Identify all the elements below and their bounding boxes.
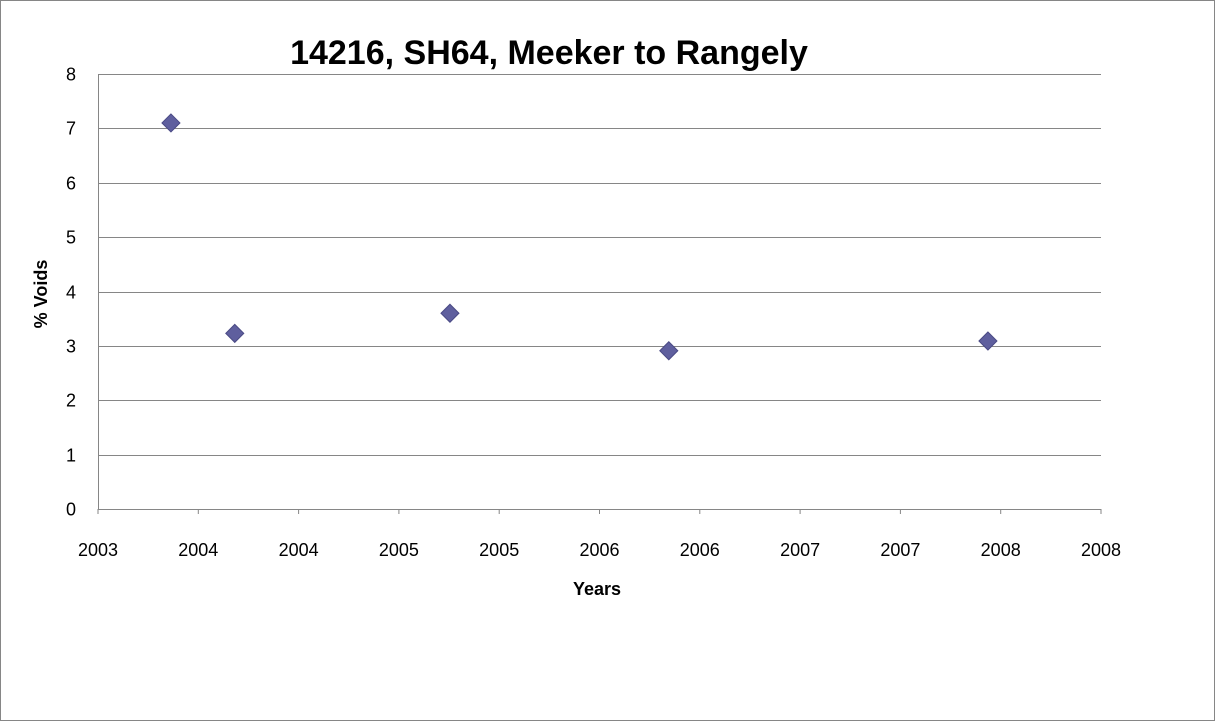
data-point <box>978 331 998 351</box>
x-axis-label: Years <box>573 579 621 599</box>
y-axis-label: % Voids <box>31 260 51 329</box>
x-tick-label: 2004 <box>279 540 319 560</box>
x-tick-label: 2008 <box>981 540 1021 560</box>
data-point <box>225 323 245 344</box>
x-tick-label: 2006 <box>579 540 619 560</box>
y-tick-label: 3 <box>66 337 76 357</box>
x-tick-labels: 2003 2004 2004 2005 2005 2006 2006 2007 2007 2008… <box>78 540 1121 560</box>
x-tick-label: 2003 <box>78 540 118 560</box>
y-tick-label: 8 <box>66 65 76 85</box>
y-tick-label: 0 <box>66 500 76 520</box>
x-tick-label: 2008 <box>1081 540 1121 560</box>
x-tick-label: 2004 <box>178 540 218 560</box>
data-point <box>440 303 460 323</box>
y-tick-label: 7 <box>66 119 76 139</box>
y-tick-label: 5 <box>66 228 76 248</box>
chart-title: 14216, SH64, Meeker to Rangely <box>290 34 808 72</box>
y-tick-label: 6 <box>66 174 76 194</box>
y-tick-label: 4 <box>66 283 76 303</box>
y-tick-label: 1 <box>66 446 76 466</box>
axes <box>97 74 1102 514</box>
y-tick-label: 2 <box>66 391 76 411</box>
x-tick-label: 2007 <box>780 540 820 560</box>
data-point <box>161 113 181 133</box>
x-tick-label: 2005 <box>479 540 519 560</box>
y-tick-labels: 0 1 2 3 4 5 6 7 8 <box>66 65 76 520</box>
x-tick-label: 2005 <box>379 540 419 560</box>
x-tick-label: 2006 <box>680 540 720 560</box>
data-points <box>161 113 998 361</box>
data-point <box>659 341 679 361</box>
x-tick-label: 2007 <box>880 540 920 560</box>
gridlines <box>98 74 1101 456</box>
